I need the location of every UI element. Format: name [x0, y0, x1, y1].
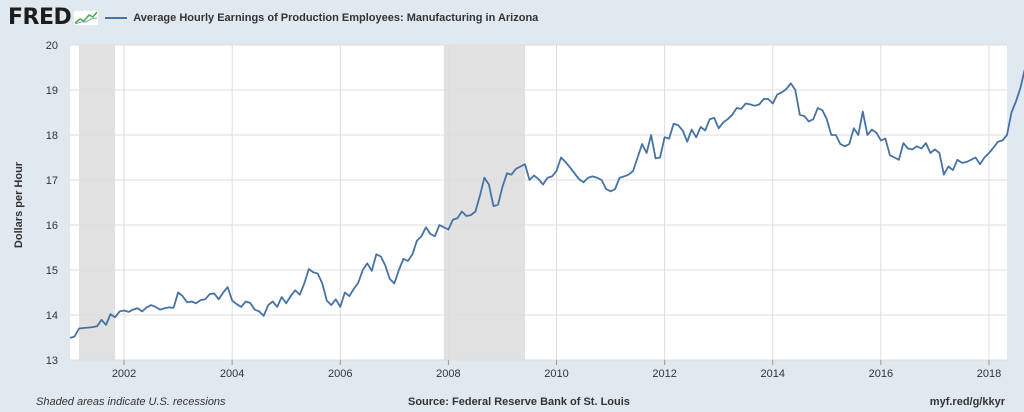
chart-header: FRED Average Hourly Earnings of Producti…: [8, 4, 1008, 32]
fred-logo[interactable]: FRED: [8, 5, 72, 30]
legend: Average Hourly Earnings of Production Em…: [105, 12, 538, 24]
legend-swatch: [105, 17, 128, 19]
source-credit[interactable]: Source: Federal Reserve Bank of St. Loui…: [408, 396, 630, 408]
x-tick-label: 2002: [112, 368, 136, 380]
recession-band-1: [443, 45, 525, 360]
y-axis-ticks: 13 14 15 16 17 18 19 20: [46, 40, 58, 367]
series-line-0[interactable]: [69, 68, 1024, 339]
fred-graph-icon: [73, 10, 100, 26]
y-tick-label: 18: [46, 130, 58, 142]
recession-band-0: [79, 45, 116, 360]
x-tick-label: 2016: [869, 368, 893, 380]
short-link[interactable]: myf.red/g/kkyr: [929, 396, 1005, 408]
y-tick-label: 14: [46, 310, 58, 322]
x-tick-label: 2014: [761, 368, 785, 380]
x-tick-label: 2010: [544, 368, 568, 380]
x-axis-ticks: 2002 2004 2006 2008 2010 2012 2014 2016 2018: [112, 360, 1001, 380]
series-line-layer[interactable]: [69, 68, 1024, 339]
legend-series-label[interactable]: Average Hourly Earnings of Production Em…: [133, 12, 539, 24]
y-tick-label: 20: [46, 40, 58, 52]
y-tick-label: 13: [46, 355, 58, 367]
x-tick-label: 2018: [977, 368, 1001, 380]
recession-note: Shaded areas indicate U.S. recessions: [36, 396, 226, 408]
grid-lines: [70, 44, 1007, 361]
plot-area: [70, 45, 1007, 360]
x-tick-label: 2006: [328, 368, 352, 380]
recession-shading: [79, 45, 525, 360]
x-tick-label: 2008: [436, 368, 460, 380]
y-tick-label: 16: [46, 220, 58, 232]
y-tick-label: 17: [46, 175, 58, 187]
x-tick-label: 2004: [220, 368, 244, 380]
y-tick-label: 19: [46, 85, 58, 97]
y-axis-label: Dollars per Hour: [13, 161, 25, 248]
y-tick-label: 15: [46, 265, 58, 277]
x-tick-label: 2012: [652, 368, 676, 380]
